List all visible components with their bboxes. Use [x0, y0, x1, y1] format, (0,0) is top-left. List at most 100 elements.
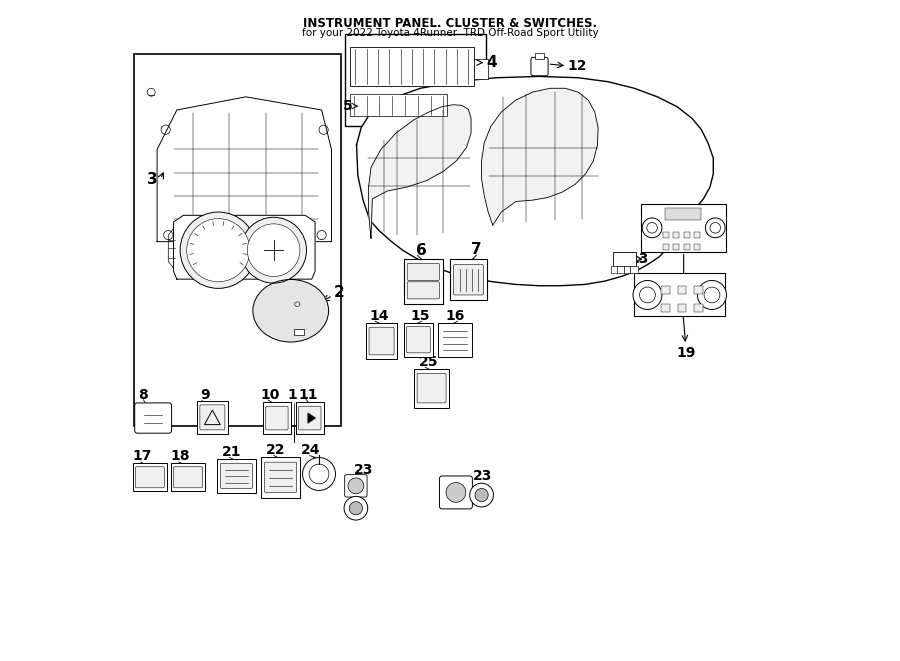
- FancyBboxPatch shape: [134, 54, 341, 426]
- FancyBboxPatch shape: [535, 53, 544, 59]
- FancyBboxPatch shape: [678, 303, 687, 312]
- Text: 9: 9: [201, 387, 210, 402]
- FancyBboxPatch shape: [200, 405, 225, 430]
- Polygon shape: [174, 215, 315, 279]
- Text: 24: 24: [301, 443, 320, 457]
- FancyBboxPatch shape: [473, 59, 488, 79]
- FancyBboxPatch shape: [369, 327, 394, 355]
- Circle shape: [633, 280, 662, 309]
- Circle shape: [475, 488, 488, 502]
- FancyBboxPatch shape: [220, 463, 253, 488]
- Circle shape: [180, 212, 256, 288]
- FancyBboxPatch shape: [438, 323, 473, 357]
- FancyBboxPatch shape: [350, 48, 473, 86]
- FancyBboxPatch shape: [613, 252, 636, 266]
- Text: 23: 23: [473, 469, 492, 483]
- Text: for your 2022 Toyota 4Runner  TRD Off-Road Sport Utility: for your 2022 Toyota 4Runner TRD Off-Roa…: [302, 28, 598, 38]
- Text: 20: 20: [697, 286, 716, 299]
- Circle shape: [698, 280, 726, 309]
- Text: 18: 18: [170, 449, 190, 463]
- FancyBboxPatch shape: [345, 475, 367, 497]
- FancyBboxPatch shape: [345, 34, 486, 126]
- Text: 8: 8: [139, 387, 148, 402]
- FancyBboxPatch shape: [694, 303, 703, 312]
- FancyBboxPatch shape: [634, 273, 725, 316]
- Polygon shape: [158, 97, 331, 242]
- FancyBboxPatch shape: [261, 457, 300, 498]
- Polygon shape: [368, 104, 471, 239]
- FancyBboxPatch shape: [454, 264, 483, 295]
- FancyBboxPatch shape: [404, 323, 433, 357]
- Text: 13: 13: [629, 253, 649, 266]
- Circle shape: [240, 217, 307, 283]
- FancyBboxPatch shape: [662, 303, 670, 312]
- Text: 17: 17: [132, 449, 151, 463]
- Text: 15: 15: [410, 309, 430, 323]
- Text: 7: 7: [471, 242, 482, 256]
- FancyBboxPatch shape: [407, 327, 430, 353]
- Text: 25: 25: [419, 355, 438, 369]
- Text: 22: 22: [266, 443, 285, 457]
- FancyBboxPatch shape: [694, 286, 703, 294]
- Text: 3: 3: [148, 172, 157, 186]
- Circle shape: [348, 478, 364, 494]
- Polygon shape: [308, 412, 316, 423]
- FancyBboxPatch shape: [694, 244, 700, 250]
- FancyBboxPatch shape: [266, 407, 288, 430]
- Circle shape: [643, 218, 662, 238]
- FancyBboxPatch shape: [265, 462, 297, 492]
- Circle shape: [302, 457, 336, 490]
- Text: 11: 11: [299, 387, 319, 402]
- Text: 21: 21: [221, 445, 241, 459]
- Circle shape: [706, 218, 725, 238]
- Text: 14: 14: [370, 309, 390, 323]
- Circle shape: [309, 464, 328, 484]
- FancyBboxPatch shape: [174, 467, 203, 488]
- FancyBboxPatch shape: [135, 403, 172, 433]
- Circle shape: [344, 496, 368, 520]
- FancyBboxPatch shape: [450, 259, 487, 300]
- FancyBboxPatch shape: [684, 232, 689, 238]
- Polygon shape: [356, 77, 714, 286]
- FancyBboxPatch shape: [404, 258, 443, 304]
- Text: 6: 6: [416, 243, 427, 258]
- Circle shape: [186, 219, 250, 282]
- Circle shape: [446, 483, 466, 502]
- FancyBboxPatch shape: [684, 244, 689, 250]
- FancyBboxPatch shape: [296, 403, 324, 434]
- FancyBboxPatch shape: [132, 463, 167, 491]
- FancyBboxPatch shape: [662, 232, 669, 238]
- FancyBboxPatch shape: [439, 476, 472, 509]
- FancyBboxPatch shape: [171, 463, 205, 491]
- FancyBboxPatch shape: [366, 323, 397, 360]
- Text: 10: 10: [261, 387, 280, 402]
- Ellipse shape: [253, 280, 328, 342]
- FancyBboxPatch shape: [350, 95, 447, 116]
- FancyBboxPatch shape: [531, 58, 548, 76]
- FancyBboxPatch shape: [217, 459, 256, 493]
- Text: 1: 1: [287, 387, 297, 402]
- Circle shape: [248, 224, 300, 276]
- FancyBboxPatch shape: [664, 208, 701, 220]
- FancyBboxPatch shape: [673, 244, 680, 250]
- FancyBboxPatch shape: [694, 232, 700, 238]
- Text: 16: 16: [446, 309, 465, 323]
- FancyBboxPatch shape: [611, 266, 638, 272]
- Text: 4: 4: [486, 55, 497, 70]
- Text: INSTRUMENT PANEL. CLUSTER & SWITCHES.: INSTRUMENT PANEL. CLUSTER & SWITCHES.: [303, 17, 597, 30]
- FancyBboxPatch shape: [673, 232, 680, 238]
- FancyBboxPatch shape: [407, 282, 439, 299]
- FancyBboxPatch shape: [415, 369, 449, 408]
- FancyBboxPatch shape: [641, 204, 726, 252]
- FancyBboxPatch shape: [417, 373, 446, 403]
- FancyBboxPatch shape: [662, 286, 670, 294]
- Circle shape: [470, 483, 493, 507]
- FancyBboxPatch shape: [407, 263, 439, 280]
- FancyBboxPatch shape: [294, 329, 304, 335]
- FancyBboxPatch shape: [299, 407, 321, 430]
- Text: 23: 23: [354, 463, 373, 477]
- FancyBboxPatch shape: [197, 401, 228, 434]
- FancyBboxPatch shape: [662, 244, 669, 250]
- FancyBboxPatch shape: [263, 403, 291, 434]
- Text: 19: 19: [676, 346, 696, 360]
